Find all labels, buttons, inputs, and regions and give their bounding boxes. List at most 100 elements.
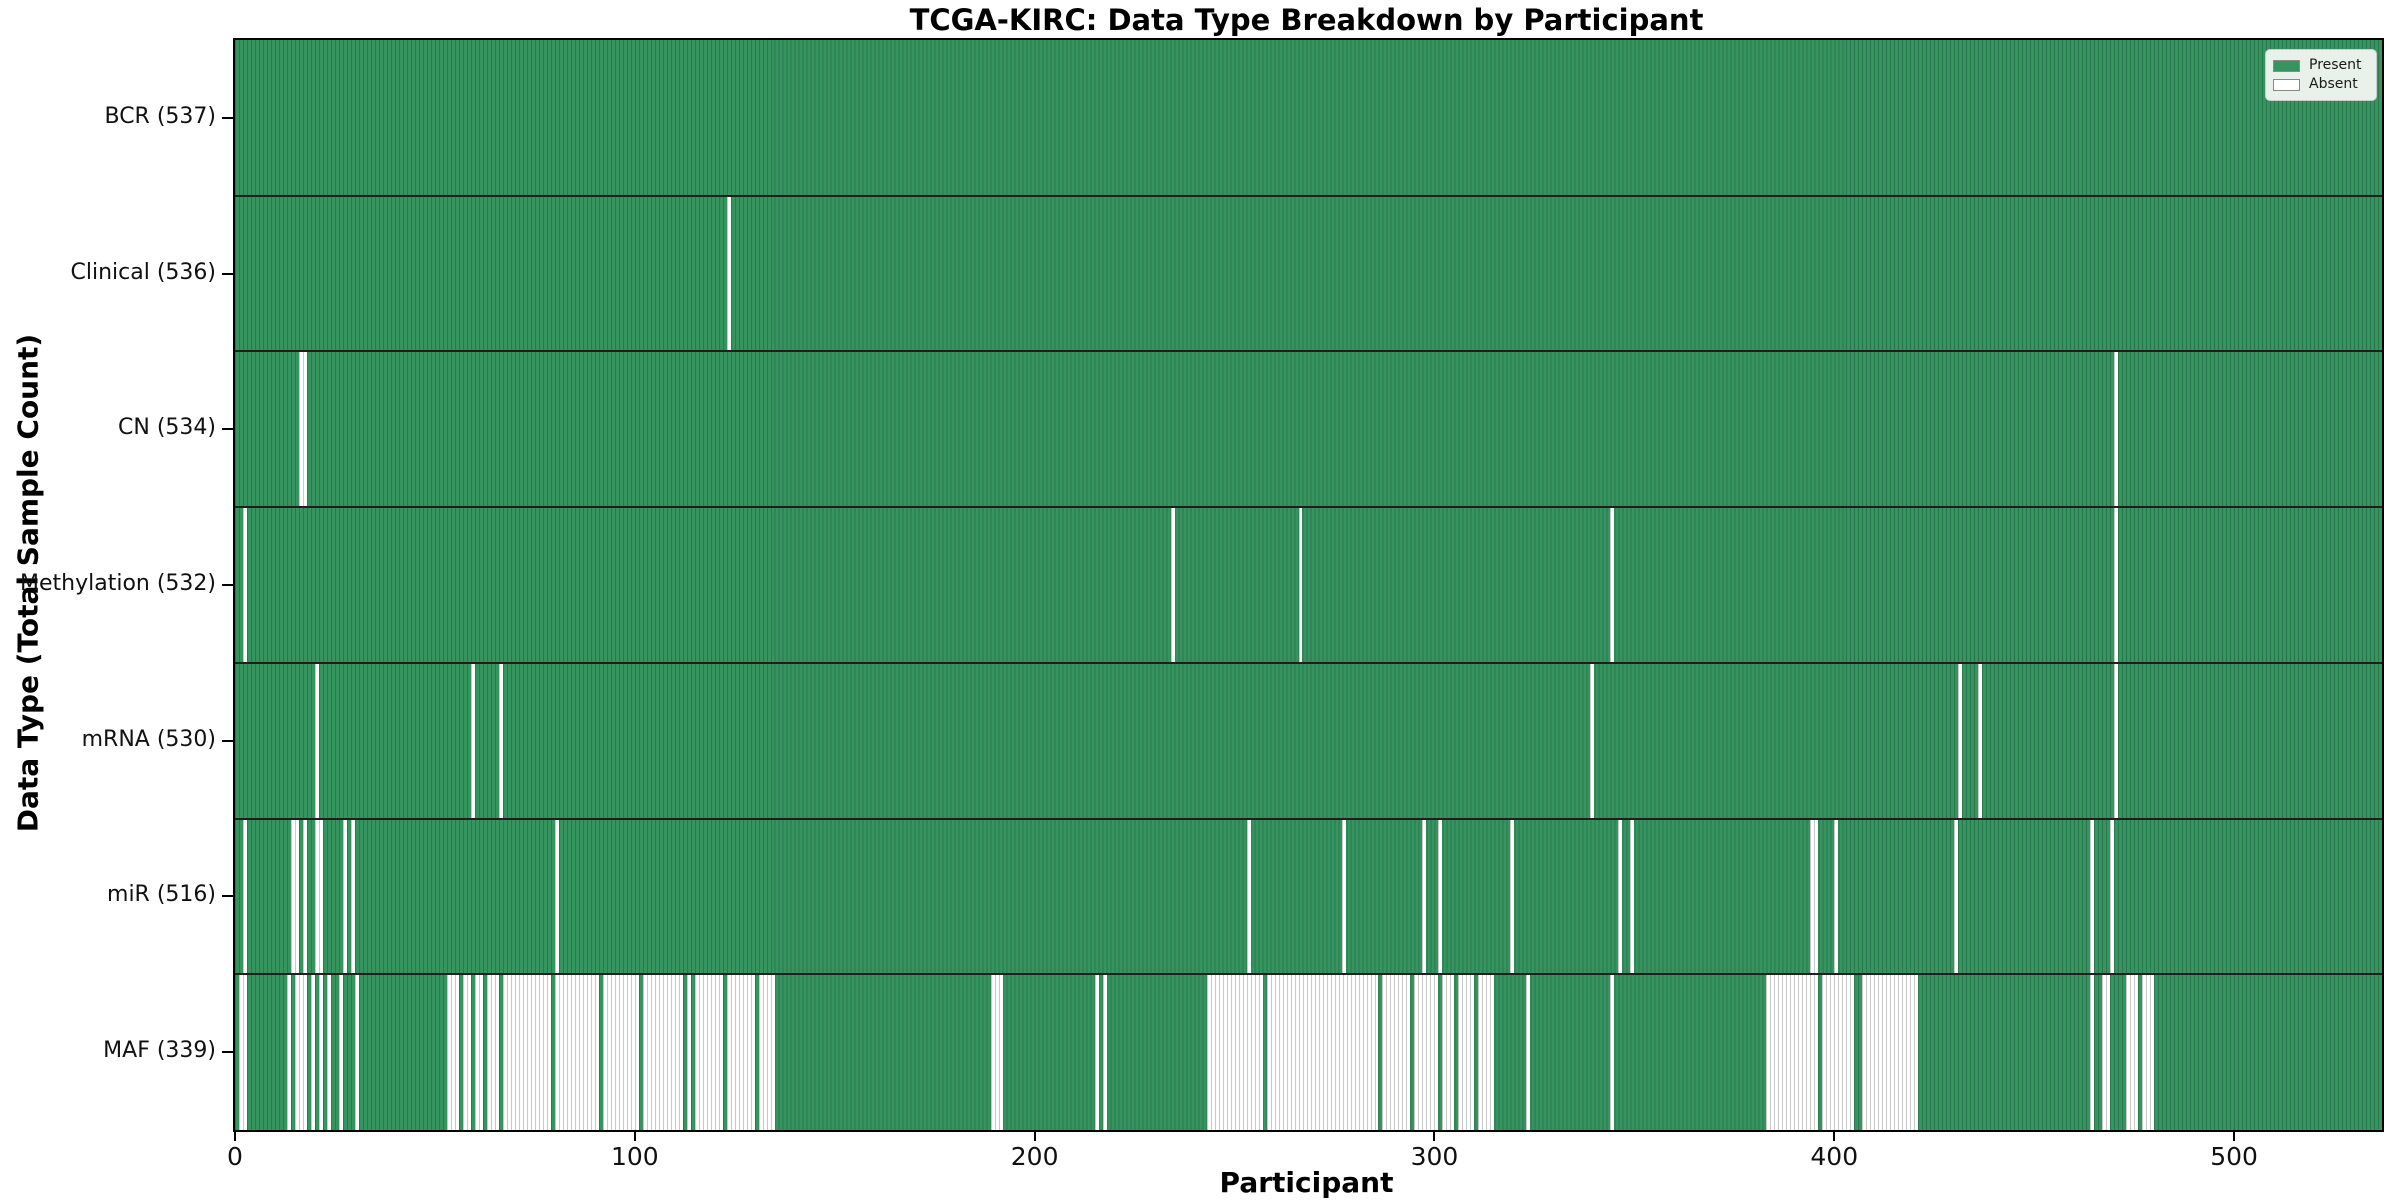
x-axis-label: Participant [1219, 1166, 1394, 1199]
y-tick-label-clinical: Clinical (536) [70, 259, 216, 285]
absent-stripe [1810, 818, 1819, 975]
legend-present-label: Present [2309, 57, 2362, 73]
x-tick-mark [2233, 1130, 2236, 1141]
absent-stripe [1298, 507, 1303, 663]
row-divider [235, 506, 2382, 509]
plot-area: Present Absent [233, 38, 2384, 1132]
absent-stripe [1414, 974, 1439, 1130]
y-tick-mark [222, 895, 233, 898]
absent-stripe [314, 818, 323, 975]
absent-stripe [1458, 974, 1475, 1130]
absent-stripe [1862, 974, 1919, 1130]
row-divider [235, 661, 2382, 664]
absent-stripe [314, 662, 319, 819]
y-tick-mark [222, 584, 233, 586]
absent-stripe [1618, 818, 1623, 975]
row-mir [235, 818, 2382, 975]
absent-stripe [554, 818, 559, 975]
row-divider [235, 350, 2382, 353]
absent-stripe [1478, 974, 1495, 1130]
absent-stripe [726, 974, 755, 1130]
absent-stripe [2114, 662, 2119, 819]
absent-stripe [354, 974, 359, 1130]
x-tick-mark [1833, 1130, 1836, 1141]
absent-stripe [474, 974, 483, 1130]
absent-stripe [1526, 974, 1531, 1130]
absent-stripe [686, 974, 691, 1130]
absent-stripe [1630, 818, 1635, 975]
absent-stripe [1590, 662, 1595, 819]
absent-stripe [294, 974, 307, 1130]
x-tick-label: 100 [610, 1142, 659, 1171]
absent-stripe [1610, 507, 1615, 663]
y-tick-label-maf: MAF (339) [103, 1038, 216, 1064]
x-tick-mark [1433, 1130, 1436, 1141]
x-tick-label: 500 [2210, 1142, 2258, 1171]
absent-stripe [694, 974, 723, 1130]
absent-stripe [1610, 974, 1615, 1130]
x-tick-mark [234, 1130, 236, 1141]
absent-stripe [446, 974, 459, 1130]
row-clinical [235, 195, 2382, 352]
absent-stripe [1102, 974, 1107, 1130]
absent-stripe [2102, 974, 2111, 1130]
absent-stripe [350, 818, 355, 975]
absent-stripe [602, 974, 639, 1130]
x-tick-label: 200 [1010, 1142, 1059, 1171]
row-cn [235, 351, 2382, 508]
absent-stripe [1266, 974, 1379, 1130]
row-maf [235, 974, 2382, 1130]
absent-stripe [318, 974, 323, 1130]
absent-stripe [1382, 974, 1411, 1130]
absent-stripe [1954, 818, 1959, 975]
absent-stripe [310, 974, 315, 1130]
absent-stripe [1510, 818, 1515, 975]
x-tick-label: 0 [227, 1142, 243, 1171]
row-bcr [235, 40, 2382, 196]
absent-stripe [242, 507, 247, 663]
absent-stripe [2114, 351, 2119, 508]
absent-stripe [298, 351, 307, 508]
absent-stripe [342, 818, 347, 975]
absent-stripe [1206, 974, 1263, 1130]
row-divider [235, 194, 2382, 197]
absent-stripe [502, 974, 551, 1130]
chart-title: TCGA-KIRC: Data Type Breakdown by Partic… [909, 3, 1704, 37]
absent-stripe [286, 974, 291, 1130]
y-tick-label-mir: miR (516) [107, 882, 216, 908]
absent-stripe [242, 818, 247, 975]
absent-stripe [2126, 974, 2139, 1130]
absent-stripe [726, 195, 731, 352]
absent-stripe [1342, 818, 1347, 975]
absent-stripe [302, 818, 307, 975]
absent-stripe [2110, 818, 2115, 975]
legend-absent-label: Absent [2309, 76, 2358, 92]
x-tick-label: 400 [1810, 1142, 1859, 1171]
y-tick-label-mrna: mRNA (530) [81, 726, 216, 752]
y-tick-mark [222, 428, 233, 431]
absent-stripe [470, 662, 475, 819]
absent-stripe [462, 974, 471, 1130]
y-tick-mark [222, 116, 233, 119]
absent-stripe [642, 974, 683, 1130]
legend-present-swatch [2273, 59, 2300, 72]
y-tick-label-bcr: BCR (537) [104, 103, 216, 129]
absent-stripe [2090, 818, 2095, 975]
absent-stripe [1834, 818, 1839, 975]
row-divider [235, 973, 2382, 976]
absent-stripe [554, 974, 599, 1130]
y-tick-mark [222, 272, 233, 275]
legend-absent-swatch [2273, 78, 2300, 91]
absent-stripe [290, 818, 299, 975]
absent-stripe [758, 974, 775, 1130]
legend-entry-present: Present [2273, 56, 2368, 75]
legend: Present Absent [2265, 49, 2377, 101]
absent-stripe [1094, 974, 1099, 1130]
absent-stripe [326, 974, 331, 1130]
absent-stripe [1822, 974, 1855, 1130]
absent-stripe [2142, 974, 2155, 1130]
y-tick-label-methylation: Methylation (532) [20, 571, 216, 596]
absent-stripe [1766, 974, 1819, 1130]
y-tick-label-cn: CN (534) [118, 415, 216, 441]
